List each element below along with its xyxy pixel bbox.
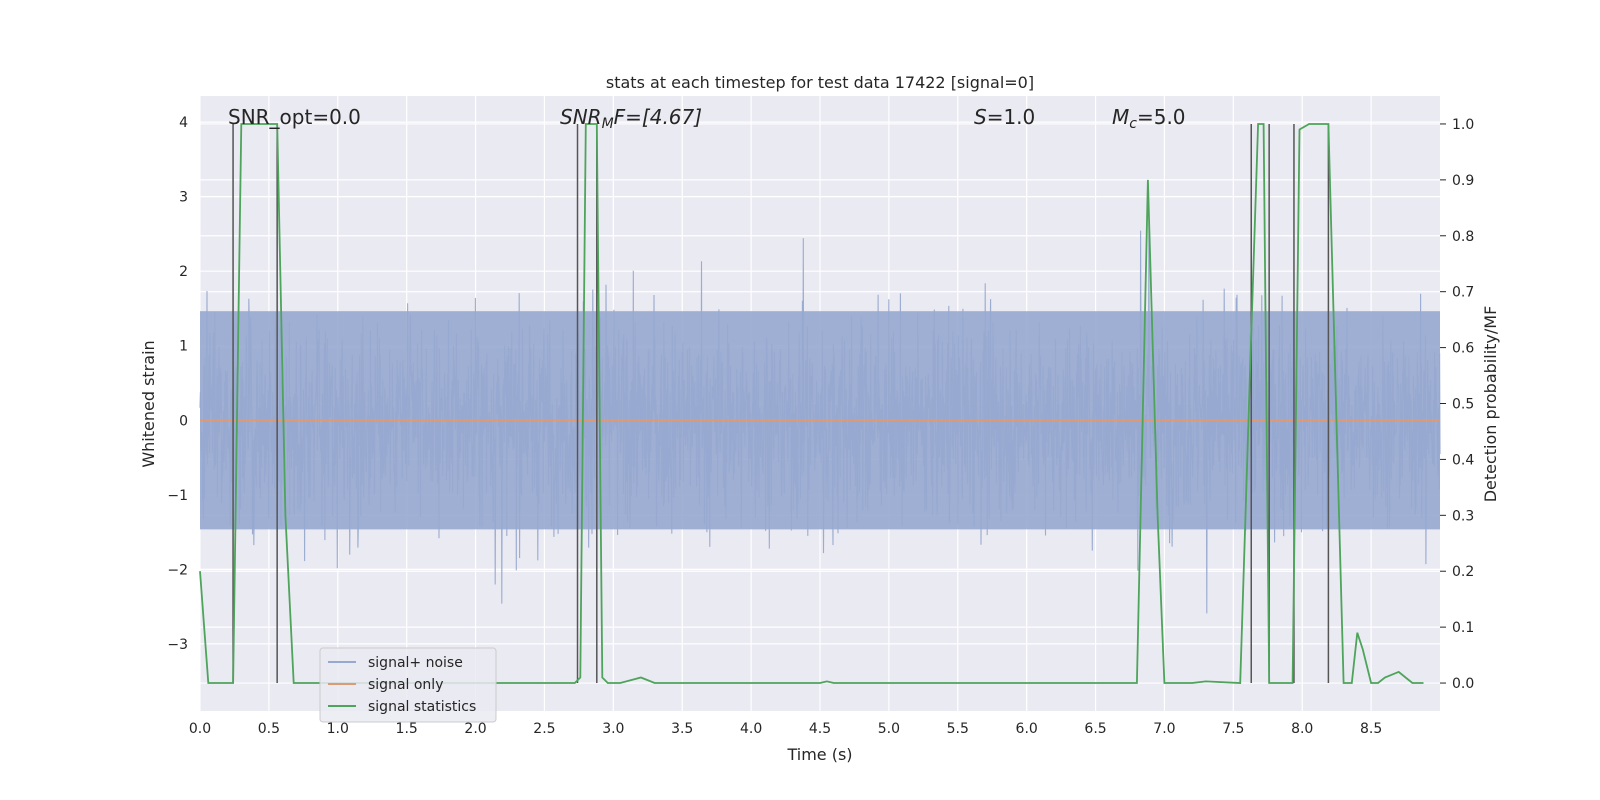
y-tick-label: −3: [167, 637, 188, 653]
x-tick-label: 8.0: [1291, 721, 1313, 737]
y-tick-label: −2: [167, 562, 188, 578]
x-tick-label: 3.5: [671, 721, 693, 737]
x-tick-label: 5.5: [947, 721, 969, 737]
chart-title: stats at each timestep for test data 174…: [606, 73, 1034, 92]
x-tick-label: 6.0: [1016, 721, 1038, 737]
x-tick-label: 7.0: [1153, 721, 1175, 737]
signal-statistics-line: [199, 123, 1424, 684]
x-tick-labels: 0.0 0.5 1.0 1.5 2.0 2.5 3.0 3.5 4.0 4.5 5.0 5.5 6.0 6…: [189, 721, 1382, 737]
x-tick-label: 2.5: [533, 721, 555, 737]
y-right-tick-label: 0.4: [1452, 452, 1474, 468]
series-signal-statistics: [199, 123, 1424, 684]
x-tick-label: 7.5: [1222, 721, 1244, 737]
y-right-tick-labels: 1.0 0.9 0.8 0.7 0.6 0.5 0.4 0.3 0.2 0.1 0.0: [1440, 117, 1474, 692]
y-tick-label: 4: [179, 115, 188, 131]
y-tick-label: 2: [179, 264, 188, 280]
x-tick-label: 6.5: [1084, 721, 1106, 737]
y-right-axis-label: Detection probability/MF: [1481, 306, 1500, 503]
y-tick-label: −1: [167, 488, 188, 504]
annotation-snr-opt: SNR_opt=0.0: [228, 105, 361, 129]
x-tick-label: 5.0: [878, 721, 900, 737]
y-right-tick-label: 0.9: [1452, 173, 1474, 189]
x-tick-label: 0.5: [258, 721, 280, 737]
y-right-tick-label: 0.6: [1452, 341, 1474, 357]
y-right-tick-label: 0.1: [1452, 620, 1474, 636]
legend-label-signal-only: signal only: [368, 677, 443, 693]
y-right-tick-label: 0.0: [1452, 676, 1474, 692]
x-tick-label: 3.0: [602, 721, 624, 737]
x-tick-label: 1.5: [396, 721, 418, 737]
legend-label-signal-statistics: signal statistics: [368, 699, 476, 715]
y-right-tick-label: 0.2: [1452, 564, 1474, 580]
x-tick-label: 1.0: [327, 721, 349, 737]
x-tick-label: 2.0: [464, 721, 486, 737]
y-right-tick-label: 0.5: [1452, 397, 1474, 413]
y-right-tick-label: 0.3: [1452, 508, 1474, 524]
vertical-markers: [232, 123, 1330, 684]
legend-label-signal-noise: signal+ noise: [368, 655, 463, 671]
x-tick-label: 0.0: [189, 721, 211, 737]
annotation-mc: Mc=5.0: [1112, 105, 1186, 132]
y-right-tick-label: 0.8: [1452, 229, 1474, 245]
annotation-s: S=1.0: [974, 105, 1035, 129]
x-tick-label: 4.0: [740, 721, 762, 737]
x-tick-label: 8.5: [1360, 721, 1382, 737]
y-tick-label: 1: [179, 339, 188, 355]
x-axis-label: Time (s): [786, 745, 852, 764]
annotation-snr-mf: SNRMF=[4.67]: [560, 105, 702, 132]
y-tick-labels: 4 3 2 1 0 −1 −2 −3: [167, 115, 188, 653]
y-tick-label: 0: [179, 413, 188, 429]
legend-box: [319, 647, 497, 723]
y-tick-label: 3: [179, 190, 188, 206]
x-tick-label: 4.5: [809, 721, 831, 737]
y-axis-label: Whitened strain: [139, 340, 158, 467]
y-right-tick-label: 1.0: [1452, 117, 1474, 133]
legend: signal+ noise signal only signal statist…: [319, 647, 497, 723]
y-right-tick-label: 0.7: [1452, 285, 1474, 301]
